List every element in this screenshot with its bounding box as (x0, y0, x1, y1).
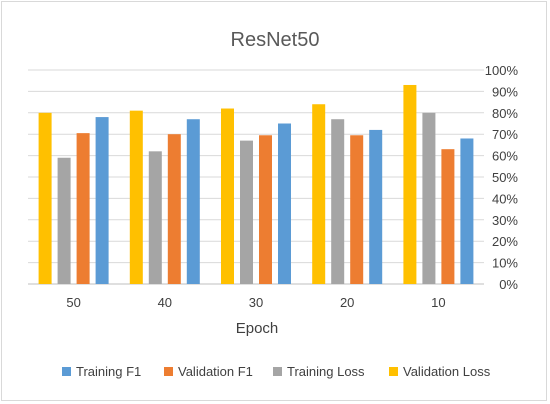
legend-label: Training F1 (76, 364, 141, 379)
y-tick-label: 30% (492, 213, 518, 228)
bar-training-f1 (95, 117, 109, 284)
y-tick-label: 10% (492, 256, 518, 271)
bar-training-f1 (369, 129, 383, 284)
legend-swatch (273, 367, 282, 376)
bar-training-loss (331, 119, 345, 284)
legend-swatch (389, 367, 398, 376)
legend-label: Training Loss (287, 364, 365, 379)
y-axis-ticks: 0% 10% 20% 30% 40% 50% 60% 70% 80% 90% 100% (485, 63, 519, 292)
x-tick-label: 50 (66, 295, 80, 310)
bar-training-loss (240, 140, 253, 284)
bar-training-f1 (186, 119, 200, 284)
legend: Training F1 Validation F1 Training Loss Val… (62, 364, 491, 379)
bars (38, 84, 474, 285)
y-tick-label: 60% (492, 149, 518, 164)
legend-label: Validation F1 (178, 364, 253, 379)
x-tick-label: 30 (249, 295, 263, 310)
bar-validation-f1 (350, 135, 364, 284)
legend-label: Validation Loss (403, 364, 491, 379)
bar-validation-f1 (259, 135, 272, 284)
y-tick-label: 40% (492, 191, 518, 206)
x-axis-ticks: 50 40 30 20 10 (66, 295, 445, 310)
bar-training-f1 (278, 123, 291, 284)
bar-validation-f1 (167, 134, 181, 284)
legend-swatch (62, 367, 71, 376)
y-tick-label: 100% (485, 63, 519, 78)
bar-training-loss (57, 157, 71, 284)
bar-validation-f1 (441, 149, 455, 284)
x-tick-label: 40 (158, 295, 172, 310)
bar-validation-loss (403, 84, 417, 284)
y-tick-label: 20% (492, 234, 518, 249)
chart-title: ResNet50 (231, 29, 320, 51)
bar-training-loss (148, 151, 162, 284)
bar-validation-loss (129, 110, 143, 284)
x-axis-label: Epoch (236, 320, 279, 337)
y-tick-label: 80% (492, 106, 518, 121)
y-tick-label: 90% (492, 84, 518, 99)
bar-validation-loss (38, 112, 52, 284)
x-tick-label: 20 (340, 295, 354, 310)
legend-swatch (164, 367, 173, 376)
bar-training-loss (422, 112, 436, 284)
bar-validation-loss (221, 108, 234, 285)
y-tick-label: 0% (499, 277, 518, 292)
x-tick-label: 10 (431, 295, 445, 310)
bar-validation-f1 (76, 133, 90, 284)
y-tick-label: 50% (492, 170, 518, 185)
y-tick-label: 70% (492, 127, 518, 142)
bar-training-f1 (460, 138, 474, 284)
bar-validation-loss (312, 104, 326, 285)
